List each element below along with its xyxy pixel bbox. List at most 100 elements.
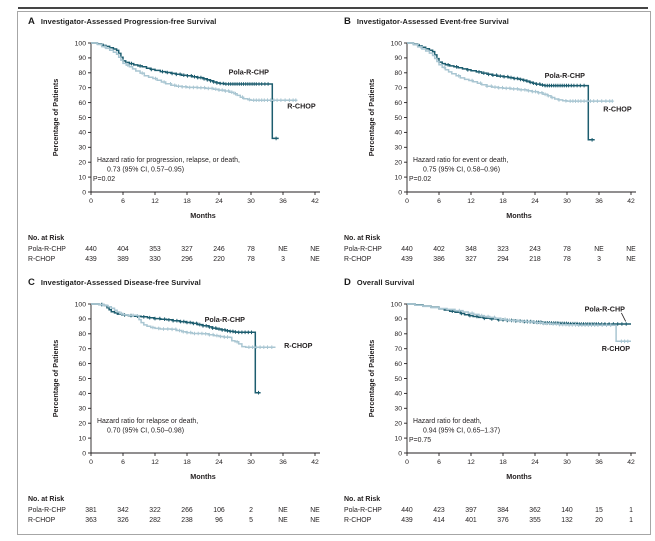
x-tick-label: 42 (627, 198, 635, 205)
x-tick-label: 30 (563, 459, 571, 466)
y-tick-label: 10 (78, 174, 86, 181)
y-tick-label: 70 (78, 346, 86, 353)
x-tick-label: 12 (151, 459, 159, 466)
hazard-ratio-annotation: Hazard ratio for progression, relapse, o… (97, 157, 240, 164)
risk-value: 5 (249, 517, 253, 524)
curve-label-pola-r-chp: Pola-R-CHP (229, 67, 270, 76)
y-tick-label: 60 (78, 361, 86, 368)
risk-table-header: No. at Risk (28, 235, 64, 242)
x-tick-label: 6 (437, 198, 441, 205)
y-tick-label: 0 (398, 450, 402, 457)
x-tick-label: 18 (499, 198, 507, 205)
risk-value: 322 (149, 507, 161, 514)
y-axis-label: Percentage of Patients (51, 340, 60, 418)
x-tick-label: 30 (563, 198, 571, 205)
x-tick-label: 12 (467, 198, 475, 205)
figure-box: A Investigator-Assessed Progression-free… (17, 11, 651, 535)
risk-value: 294 (497, 256, 509, 263)
y-tick-label: 40 (394, 391, 402, 398)
risk-value: NE (278, 517, 288, 524)
risk-value: 326 (117, 517, 129, 524)
y-tick-label: 50 (394, 115, 402, 122)
x-tick-label: 6 (437, 459, 441, 466)
x-tick-label: 18 (183, 459, 191, 466)
x-tick-label: 18 (499, 459, 507, 466)
censor-marks-r-chop (457, 308, 630, 344)
risk-value: 348 (465, 246, 477, 253)
risk-value: 218 (529, 256, 541, 263)
risk-value: 440 (85, 246, 97, 253)
risk-value: 363 (85, 517, 97, 524)
y-tick-label: 10 (78, 435, 86, 442)
risk-value: NE (310, 256, 320, 263)
y-tick-label: 100 (391, 301, 403, 308)
risk-table-header: No. at Risk (28, 496, 64, 503)
risk-value: NE (278, 507, 288, 514)
risk-value: 414 (433, 517, 445, 524)
x-tick-label: 36 (279, 459, 287, 466)
panel-a-title: Investigator-Assessed Progression-free S… (40, 17, 217, 26)
x-tick-label: 36 (595, 459, 603, 466)
hazard-ratio-annotation: P=0.75 (409, 437, 431, 444)
y-tick-label: 70 (394, 346, 402, 353)
panel-b-title: Investigator-Assessed Event-free Surviva… (356, 17, 509, 26)
risk-row-label: Pola-R-CHP (28, 507, 66, 514)
panel-c-letter: C (28, 277, 35, 288)
hazard-ratio-annotation: 0.75 (95% CI, 0.58–0.96) (423, 167, 500, 174)
hazard-ratio-annotation: 0.70 (95% CI, 0.50–0.98) (107, 428, 184, 435)
y-tick-label: 70 (394, 85, 402, 92)
censor-marks-pola-r-chp (101, 43, 278, 141)
x-tick-label: 0 (89, 198, 93, 205)
risk-value: NE (594, 246, 604, 253)
km-plot-a: 0 10 20 30 40 50 60 70 80 90 100 0 6 12 18 24 30 36 42 Perc… (28, 40, 320, 263)
y-axis-label: Percentage of Patients (367, 79, 376, 157)
y-tick-label: 50 (394, 376, 402, 383)
y-tick-label: 50 (78, 376, 86, 383)
top-rule (18, 7, 648, 9)
risk-value: 397 (465, 507, 477, 514)
hazard-ratio-annotation: P=0.02 (93, 176, 115, 183)
risk-value: 96 (215, 517, 223, 524)
x-tick-label: 36 (595, 198, 603, 205)
y-tick-label: 100 (75, 40, 87, 47)
panel-a-header: A Investigator-Assessed Progression-free… (18, 12, 334, 30)
curve-label-pola-r-chp: Pola-R-CHP (545, 71, 586, 80)
x-tick-label: 42 (627, 459, 635, 466)
risk-value: 246 (213, 246, 225, 253)
hazard-ratio-annotation: 0.73 (95% CI, 0.57–0.95) (107, 167, 184, 174)
risk-row-label: R-CHOP (344, 256, 372, 263)
y-tick-label: 60 (78, 100, 86, 107)
risk-value: 78 (247, 256, 255, 263)
risk-value: 402 (433, 246, 445, 253)
risk-value: 327 (465, 256, 477, 263)
y-tick-label: 70 (78, 85, 86, 92)
risk-value: 78 (563, 256, 571, 263)
y-tick-label: 60 (394, 361, 402, 368)
risk-row-label: Pola-R-CHP (344, 246, 382, 253)
x-tick-label: 30 (247, 459, 255, 466)
x-tick-label: 12 (467, 459, 475, 466)
y-tick-label: 30 (78, 406, 86, 413)
risk-row-label: Pola-R-CHP (28, 246, 66, 253)
y-tick-label: 50 (78, 115, 86, 122)
panel-d: D Overall Survival 0 10 20 30 40 50 60 70 80 90 10… (334, 273, 650, 534)
x-axis-label: Months (190, 211, 216, 220)
risk-value: 355 (529, 517, 541, 524)
risk-value: NE (310, 517, 320, 524)
panel-c-title: Investigator-Assessed Disease-free Survi… (40, 278, 201, 287)
risk-value: 342 (117, 507, 129, 514)
x-tick-label: 0 (405, 198, 409, 205)
risk-value: NE (626, 256, 636, 263)
y-tick-label: 90 (394, 55, 402, 62)
y-tick-label: 0 (82, 189, 86, 196)
hazard-ratio-annotation: Hazard ratio for relapse or death, (97, 418, 198, 425)
x-axis-label: Months (506, 472, 532, 481)
censor-marks-pola-r-chp (417, 43, 594, 142)
x-tick-label: 24 (531, 198, 539, 205)
panel-c-header: C Investigator-Assessed Disease-free Sur… (18, 273, 334, 291)
y-tick-label: 90 (394, 316, 402, 323)
risk-value: 1 (629, 517, 633, 524)
risk-value: 384 (497, 507, 509, 514)
y-tick-label: 10 (394, 435, 402, 442)
curve-label-pola-r-chp: Pola-R-CHP (205, 315, 246, 324)
